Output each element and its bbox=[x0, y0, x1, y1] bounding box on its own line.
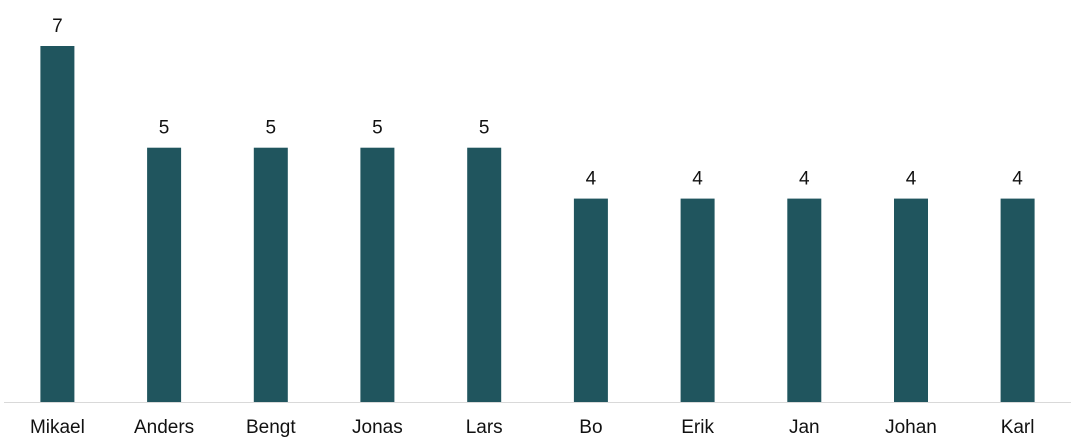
value-label-mikael: 7 bbox=[52, 16, 63, 37]
value-labels-group: 7 5 5 5 5 4 4 4 4 4 bbox=[52, 16, 1023, 190]
bar-anders bbox=[147, 147, 182, 402]
bar-johan bbox=[894, 198, 928, 402]
x-tick-label-karl: Karl bbox=[1001, 417, 1035, 438]
x-tick-labels-group: Mikael Anders Bengt Jonas Lars Bo Erik Jan Johan… bbox=[30, 417, 1035, 438]
value-label-erik: 4 bbox=[692, 169, 703, 190]
bar-bengt bbox=[253, 147, 288, 402]
bar-jan bbox=[787, 198, 822, 402]
bar-jonas bbox=[360, 147, 395, 402]
value-label-jonas: 5 bbox=[372, 118, 383, 139]
bar-erik bbox=[680, 198, 715, 402]
x-tick-label-mikael: Mikael bbox=[30, 417, 85, 438]
x-tick-label-anders: Anders bbox=[134, 417, 194, 438]
value-label-lars: 5 bbox=[479, 118, 490, 139]
x-tick-label-jonas: Jonas bbox=[352, 417, 403, 438]
bar-karl bbox=[1000, 198, 1035, 402]
x-tick-label-lars: Lars bbox=[466, 417, 503, 438]
x-tick-label-erik: Erik bbox=[681, 417, 714, 438]
value-label-jan: 4 bbox=[799, 169, 810, 190]
bar-lars bbox=[467, 147, 502, 402]
bars-group bbox=[40, 46, 1035, 402]
value-label-bo: 4 bbox=[586, 169, 597, 190]
value-label-anders: 5 bbox=[159, 118, 170, 139]
x-tick-label-jan: Jan bbox=[789, 417, 820, 438]
bar-mikael bbox=[40, 46, 75, 402]
value-label-johan: 4 bbox=[906, 169, 917, 190]
x-tick-label-bengt: Bengt bbox=[246, 417, 296, 438]
x-tick-label-johan: Johan bbox=[885, 417, 937, 438]
value-label-bengt: 5 bbox=[266, 118, 277, 139]
value-label-karl: 4 bbox=[1012, 169, 1023, 190]
x-tick-label-bo: Bo bbox=[579, 417, 602, 438]
bar-bo bbox=[573, 198, 608, 402]
